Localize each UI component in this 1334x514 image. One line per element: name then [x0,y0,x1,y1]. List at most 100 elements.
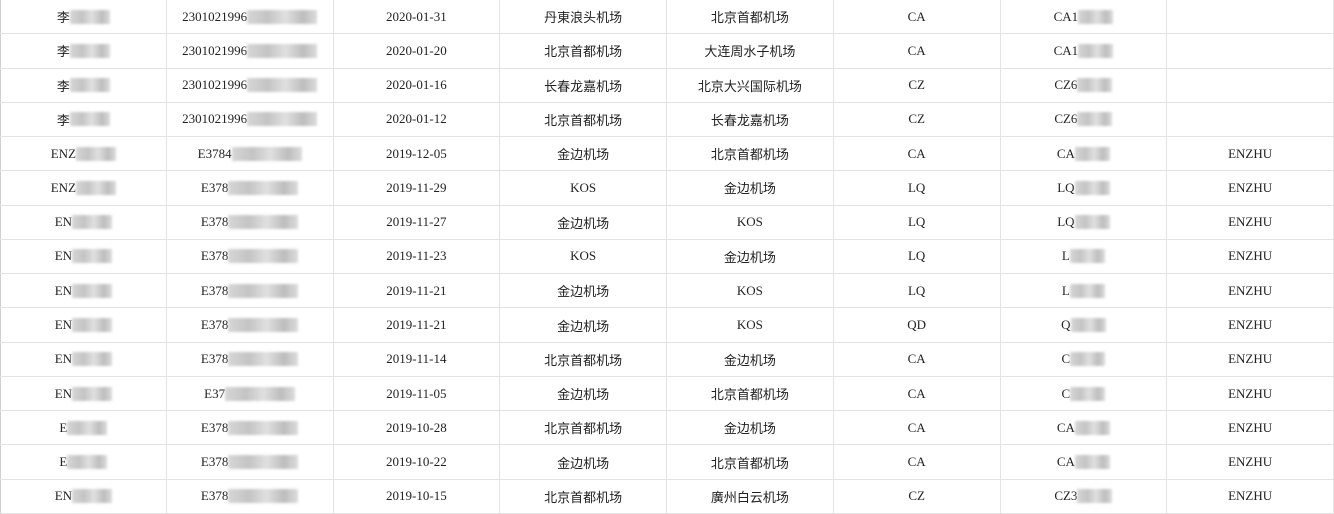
cell-date[interactable]: 2019-11-05 [334,376,501,411]
cell-airline[interactable]: CA [834,0,1001,34]
cell-date[interactable]: 2019-10-28 [334,411,501,445]
cell-arrival-airport[interactable]: 长春龙嘉机场 [667,102,834,137]
cell-name[interactable]: EN [0,239,167,274]
cell-arrival-airport[interactable]: 北京首都机场 [667,376,834,411]
cell-arrival-airport[interactable]: 北京首都机场 [667,0,834,34]
cell-passenger-name[interactable]: ENZHU [1167,239,1334,274]
cell-flight-number[interactable]: CZ3 [1001,479,1168,513]
cell-passenger-name[interactable]: ENZHU [1167,376,1334,411]
cell-flight-number[interactable]: C [1001,342,1168,376]
cell-name[interactable]: EN [0,308,167,342]
cell-arrival-airport[interactable]: 大连周水子机场 [667,34,834,68]
cell-id-number[interactable]: E378 [167,445,334,479]
cell-id-number[interactable]: E378 [167,479,334,513]
cell-flight-number[interactable]: CA [1001,445,1168,479]
cell-airline[interactable]: LQ [834,239,1001,274]
cell-flight-number[interactable]: Q [1001,308,1168,342]
cell-departure-airport[interactable]: 北京首都机场 [500,102,667,137]
cell-passenger-name[interactable]: ENZHU [1167,274,1334,308]
cell-departure-airport[interactable]: 北京首都机场 [500,342,667,376]
cell-airline[interactable]: LQ [834,274,1001,308]
cell-flight-number[interactable]: CZ6 [1001,102,1168,137]
cell-id-number[interactable]: E378 [167,239,334,274]
cell-name[interactable]: EN [0,479,167,513]
cell-flight-number[interactable]: CA1 [1001,0,1168,34]
cell-passenger-name[interactable]: ENZHU [1167,342,1334,376]
cell-airline[interactable]: CA [834,342,1001,376]
cell-name[interactable]: 李 [0,68,167,102]
cell-id-number[interactable]: E378 [167,411,334,445]
cell-arrival-airport[interactable]: 金边机场 [667,411,834,445]
cell-date[interactable]: 2019-11-23 [334,239,501,274]
cell-name[interactable]: E [0,411,167,445]
cell-id-number[interactable]: 2301021996 [167,34,334,68]
cell-date[interactable]: 2020-01-12 [334,102,501,137]
cell-id-number[interactable]: E378 [167,308,334,342]
cell-date[interactable]: 2019-10-22 [334,445,501,479]
cell-departure-airport[interactable]: 北京首都机场 [500,411,667,445]
cell-name[interactable]: EN [0,205,167,239]
cell-id-number[interactable]: E3784 [167,137,334,171]
cell-name[interactable]: EN [0,274,167,308]
cell-date[interactable]: 2019-11-21 [334,274,501,308]
cell-arrival-airport[interactable]: 廣州白云机场 [667,479,834,513]
cell-date[interactable]: 2020-01-31 [334,0,501,34]
cell-departure-airport[interactable]: 金边机场 [500,376,667,411]
cell-arrival-airport[interactable]: 金边机场 [667,171,834,205]
cell-flight-number[interactable]: CA1 [1001,34,1168,68]
cell-id-number[interactable]: E378 [167,171,334,205]
cell-flight-number[interactable]: L [1001,274,1168,308]
cell-date[interactable]: 2019-11-29 [334,171,501,205]
cell-name[interactable]: EN [0,342,167,376]
cell-date[interactable]: 2020-01-16 [334,68,501,102]
cell-id-number[interactable]: E378 [167,205,334,239]
cell-airline[interactable]: LQ [834,205,1001,239]
cell-airline[interactable]: CA [834,137,1001,171]
cell-passenger-name[interactable]: ENZHU [1167,205,1334,239]
cell-name[interactable]: EN [0,376,167,411]
cell-name[interactable]: E [0,445,167,479]
cell-passenger-name[interactable]: ENZHU [1167,411,1334,445]
cell-date[interactable]: 2019-11-21 [334,308,501,342]
cell-name[interactable]: 李 [0,0,167,34]
cell-departure-airport[interactable]: 丹東浪头机场 [500,0,667,34]
cell-departure-airport[interactable]: 长春龙嘉机场 [500,68,667,102]
cell-departure-airport[interactable]: 北京首都机场 [500,479,667,513]
cell-passenger-name[interactable]: ENZHU [1167,445,1334,479]
cell-id-number[interactable]: E378 [167,342,334,376]
cell-flight-number[interactable]: C [1001,376,1168,411]
cell-id-number[interactable]: 2301021996 [167,0,334,34]
cell-name[interactable]: ENZ [0,137,167,171]
cell-airline[interactable]: CA [834,411,1001,445]
cell-passenger-name[interactable] [1167,102,1334,137]
cell-departure-airport[interactable]: 北京首都机场 [500,34,667,68]
cell-airline[interactable]: QD [834,308,1001,342]
cell-arrival-airport[interactable]: 金边机场 [667,342,834,376]
cell-arrival-airport[interactable]: KOS [667,308,834,342]
cell-flight-number[interactable]: LQ [1001,205,1168,239]
cell-name[interactable]: ENZ [0,171,167,205]
cell-arrival-airport[interactable]: 北京大兴国际机场 [667,68,834,102]
cell-id-number[interactable]: E37 [167,376,334,411]
cell-departure-airport[interactable]: KOS [500,171,667,205]
cell-flight-number[interactable]: CA [1001,137,1168,171]
cell-arrival-airport[interactable]: KOS [667,205,834,239]
cell-date[interactable]: 2019-12-05 [334,137,501,171]
cell-departure-airport[interactable]: 金边机场 [500,445,667,479]
cell-departure-airport[interactable]: 金边机场 [500,274,667,308]
cell-airline[interactable]: CA [834,376,1001,411]
cell-departure-airport[interactable]: 金边机场 [500,137,667,171]
cell-passenger-name[interactable] [1167,0,1334,34]
cell-flight-number[interactable]: LQ [1001,171,1168,205]
cell-departure-airport[interactable]: 金边机场 [500,205,667,239]
cell-passenger-name[interactable]: ENZHU [1167,171,1334,205]
cell-id-number[interactable]: 2301021996 [167,102,334,137]
cell-date[interactable]: 2020-01-20 [334,34,501,68]
cell-airline[interactable]: CZ [834,479,1001,513]
cell-departure-airport[interactable]: KOS [500,239,667,274]
cell-name[interactable]: 李 [0,102,167,137]
cell-date[interactable]: 2019-11-14 [334,342,501,376]
cell-name[interactable]: 李 [0,34,167,68]
cell-id-number[interactable]: 2301021996 [167,68,334,102]
cell-flight-number[interactable]: CZ6 [1001,68,1168,102]
